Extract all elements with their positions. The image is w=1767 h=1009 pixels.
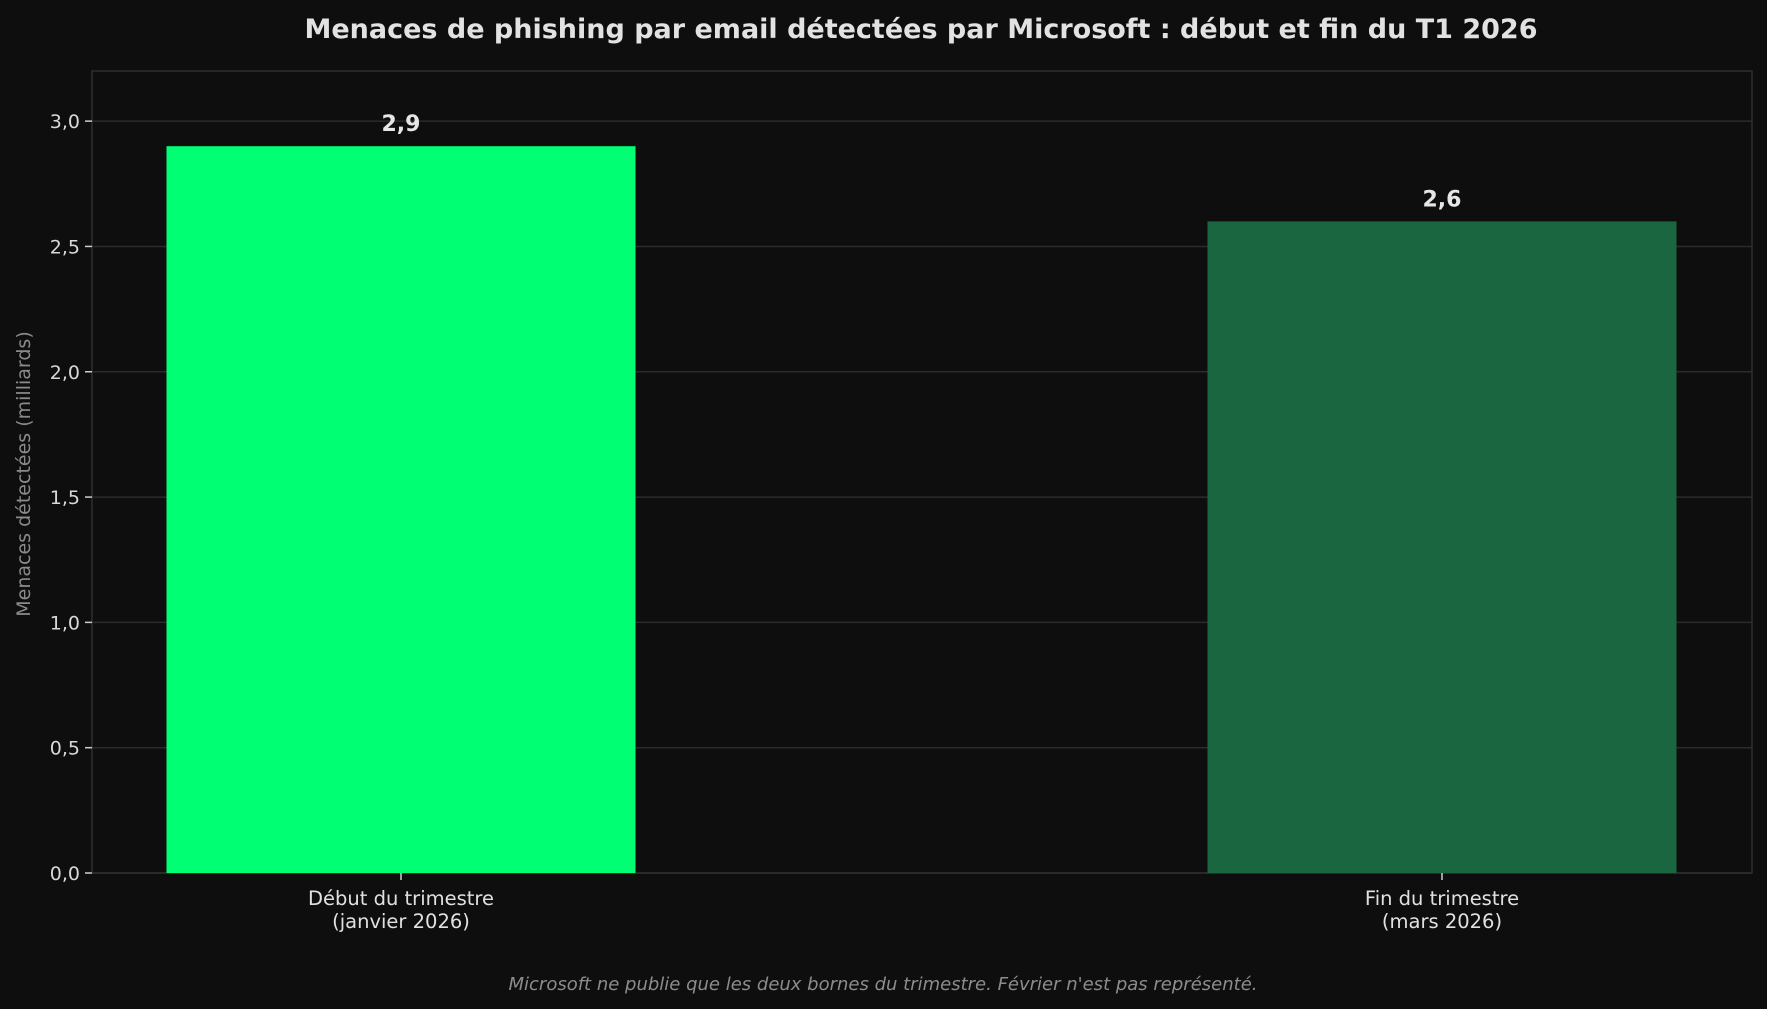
value-label: 2,9 [382, 112, 421, 137]
y-tick-label: 0,5 [50, 738, 80, 760]
x-tick-label: Fin du trimestre [1365, 887, 1519, 910]
y-tick-label: 0,0 [50, 863, 80, 885]
x-axis-ticks: Début du trimestre(janvier 2026) Fin du t… [308, 873, 1519, 933]
plot-frame [91, 70, 1753, 874]
y-tick-label: 1,0 [50, 612, 80, 634]
y-axis-ticks: 0,0 0,5 1,0 1,5 2,0 2,5 3,0 [50, 111, 92, 885]
bar [1207, 221, 1677, 873]
y-tick-label: 2,5 [50, 236, 80, 258]
y-tick-label: 3,0 [50, 111, 80, 133]
value-label: 2,6 [1423, 187, 1462, 212]
x-tick-label: (janvier 2026) [332, 910, 470, 933]
bars [166, 146, 1677, 873]
value-labels: 2,9 2,6 [382, 112, 1462, 212]
y-tick-label: 2,0 [50, 362, 80, 384]
x-tick-label: (mars 2026) [1382, 910, 1502, 933]
y-axis-label: Menaces détectées (milliards) [13, 331, 35, 616]
y-tick-label: 1,5 [50, 487, 80, 509]
x-tick-label: Début du trimestre [308, 887, 494, 910]
footnote: Microsoft ne publie que les deux bornes … [508, 974, 1257, 995]
chart-title: Menaces de phishing par email détectées … [304, 14, 1537, 45]
bar [166, 146, 636, 873]
